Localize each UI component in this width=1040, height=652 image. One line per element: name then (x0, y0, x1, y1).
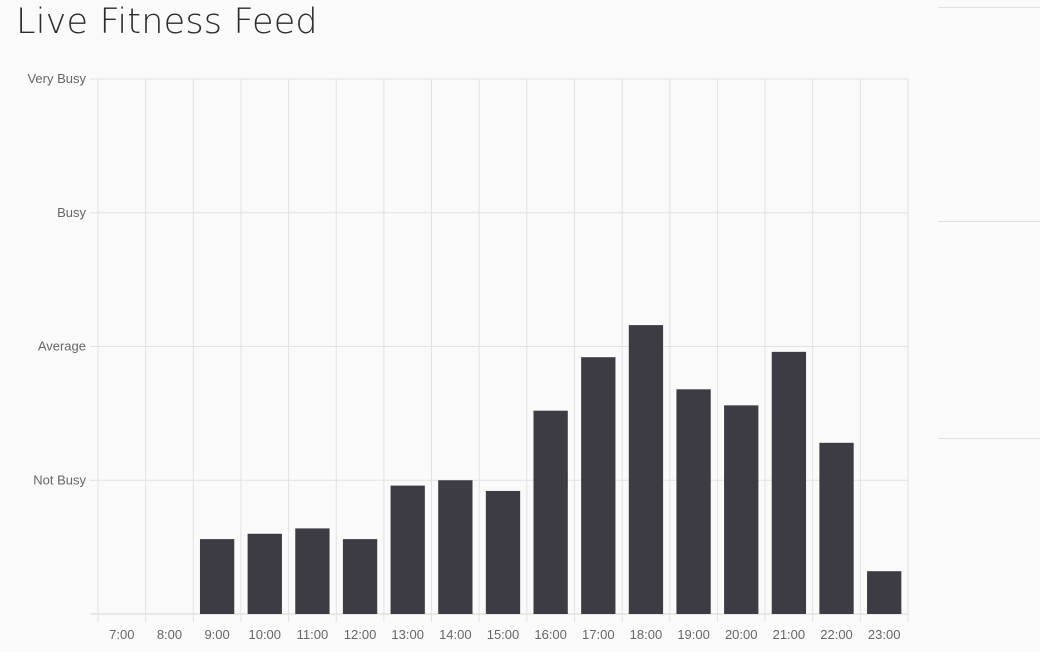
x-tick-label: 23:00 (868, 627, 901, 642)
bar-1000[interactable] (247, 533, 282, 614)
bar-1300[interactable] (390, 485, 425, 614)
y-tick-label: Very Busy (27, 71, 86, 86)
x-tick-label: 9:00 (204, 627, 229, 642)
bar-1500[interactable] (485, 490, 521, 614)
bar-2000[interactable] (724, 405, 759, 614)
chart-bars (199, 325, 902, 614)
x-tick-label: 22:00 (820, 627, 853, 642)
bar-1900[interactable] (676, 389, 711, 614)
y-tick-label: Average (38, 339, 86, 354)
x-tick-label: 8:00 (157, 627, 182, 642)
x-tick-label: 18:00 (630, 627, 663, 642)
x-tick-label: 13:00 (391, 627, 424, 642)
bar-1700[interactable] (581, 357, 616, 614)
page-title: Live Fitness Feed (16, 2, 318, 42)
side-divider (938, 438, 1040, 439)
busyness-chart: Not Busy Average Busy Very Busy 7:00 8:00 9:0… (27, 71, 909, 642)
x-tick-label: 7:00 (109, 627, 134, 642)
bar-1800[interactable] (628, 325, 664, 614)
x-tick-label: 19:00 (677, 627, 710, 642)
y-tick-label: Not Busy (33, 472, 86, 487)
x-tick-label: 16:00 (534, 627, 567, 642)
side-divider (938, 221, 1040, 222)
x-tick-label: 12:00 (344, 627, 377, 642)
x-tick-label: 17:00 (582, 627, 615, 642)
bar-1400[interactable] (438, 480, 473, 614)
y-axis-labels: Not Busy Average Busy Very Busy (27, 71, 86, 487)
chart-grid (90, 78, 909, 622)
bar-900[interactable] (199, 539, 235, 614)
x-tick-label: 21:00 (773, 627, 806, 642)
x-tick-label: 11:00 (297, 627, 329, 642)
x-tick-label: 10:00 (248, 627, 281, 642)
bar-2200[interactable] (819, 442, 854, 614)
y-tick-label: Busy (57, 205, 86, 220)
bar-2300[interactable] (867, 571, 902, 614)
bar-1600[interactable] (533, 410, 568, 614)
x-tick-label: 14:00 (439, 627, 472, 642)
x-tick-label: 15:00 (487, 627, 520, 642)
bar-2100[interactable] (771, 351, 807, 614)
bar-1100[interactable] (295, 528, 330, 614)
x-axis-labels: 7:00 8:00 9:00 10:00 11:00 12:00 13:00 14:00 15:… (109, 627, 900, 642)
x-tick-label: 20:00 (725, 627, 758, 642)
side-divider (938, 7, 1040, 8)
bar-1200[interactable] (342, 539, 378, 614)
